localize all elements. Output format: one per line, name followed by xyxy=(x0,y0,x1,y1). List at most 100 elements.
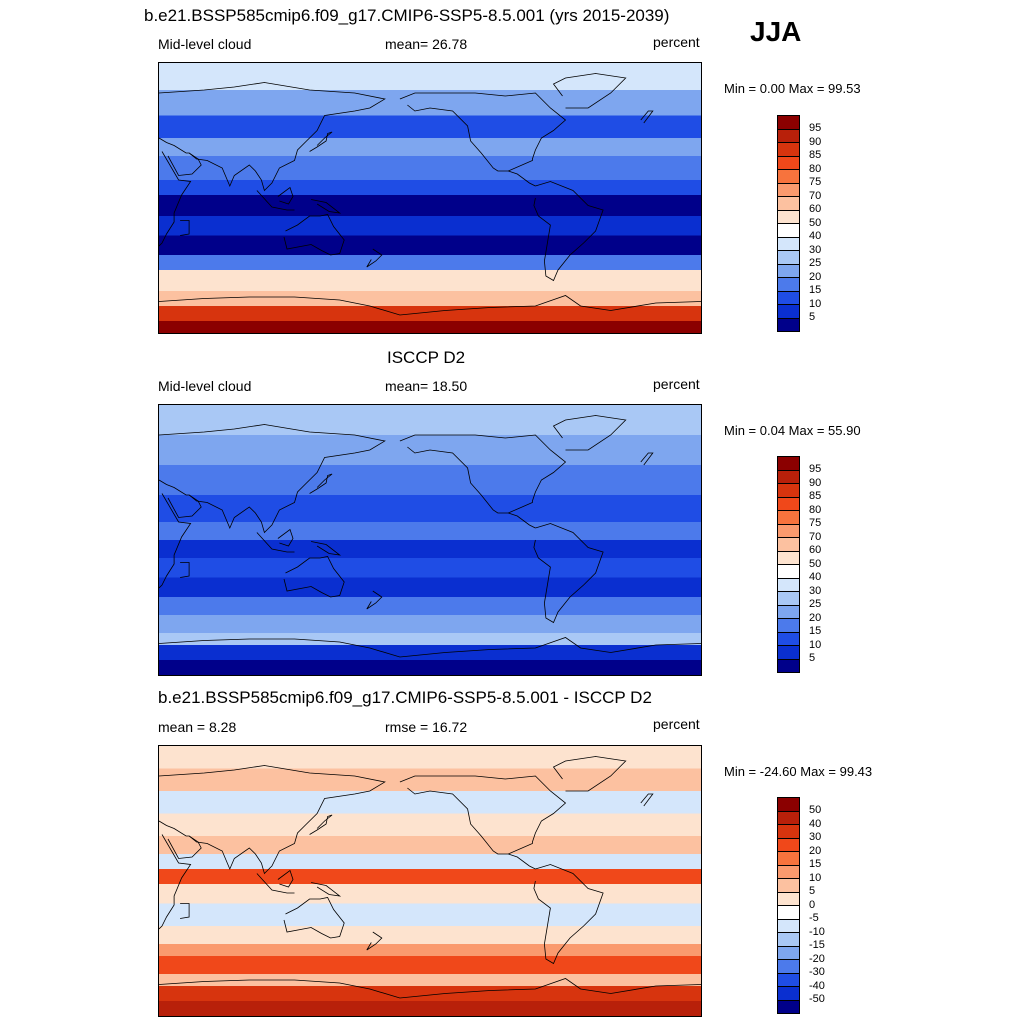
coastline xyxy=(508,512,536,529)
map-field-band xyxy=(159,660,701,675)
map-field-band xyxy=(159,633,701,646)
colorbar-swatch xyxy=(777,510,800,525)
colorbar-tick-label: 25 xyxy=(809,598,822,610)
panel-2-map xyxy=(158,404,702,676)
map-field-band xyxy=(159,156,701,181)
colorbar-tick-label: 80 xyxy=(809,503,822,516)
panel-2-title: ISCCP D2 xyxy=(387,348,466,367)
map-field-band xyxy=(159,115,701,139)
coastline xyxy=(159,637,701,658)
colorbar-swatch xyxy=(777,864,800,879)
coastline xyxy=(366,931,383,951)
coastline xyxy=(256,190,295,211)
map-field-band xyxy=(159,903,701,927)
coastline xyxy=(159,82,386,192)
season-label: JJA xyxy=(750,16,802,47)
map-field-band xyxy=(159,577,701,598)
coastline xyxy=(159,765,386,875)
coastline xyxy=(159,424,386,534)
colorbar-tick-label: 15 xyxy=(809,625,822,637)
colorbar-swatch xyxy=(777,209,800,224)
coastline xyxy=(180,562,190,578)
panel-2-colorbar: 95 90 85 80 75 70 60 50 40 30 25 20 15 10 5 xyxy=(777,456,821,673)
map-field-band xyxy=(159,1001,701,1016)
coastline xyxy=(552,73,627,109)
colorbar-swatch xyxy=(777,891,800,906)
map-field-band xyxy=(159,986,701,1002)
colorbar-swatch xyxy=(777,972,800,987)
coastline xyxy=(283,897,345,939)
map-field-band xyxy=(159,944,701,957)
colorbar-swatch xyxy=(777,932,800,947)
map-field-band xyxy=(159,597,701,616)
colorbar-swatch xyxy=(777,155,800,170)
panel-3-minmax: Min = -24.60 Max = 99.43 xyxy=(724,764,873,779)
coastline xyxy=(283,214,345,256)
colorbar-tick-label: 95 xyxy=(809,122,822,134)
coastline xyxy=(277,528,294,547)
colorbar-swatch xyxy=(777,986,800,1001)
coastline xyxy=(399,92,567,172)
map-field-band xyxy=(159,791,701,815)
colorbar-swatch xyxy=(777,878,800,893)
colorbar-swatch xyxy=(777,618,800,633)
colorbar-tick-label: -15 xyxy=(809,939,825,951)
map-field-band xyxy=(159,540,701,559)
map-field-band xyxy=(159,405,701,436)
map-field-band xyxy=(159,974,701,987)
colorbar-swatch xyxy=(777,223,800,238)
map-field-band xyxy=(159,255,701,271)
coastline xyxy=(167,835,202,859)
colorbar-swatch xyxy=(777,645,800,660)
colorbar-tick-label: 25 xyxy=(809,257,822,269)
colorbar-tick-label: 50 xyxy=(809,557,822,570)
colorbar-tick-label: 15 xyxy=(809,858,822,870)
colorbar-swatch xyxy=(777,182,800,197)
colorbar-tick-label: 95 xyxy=(809,463,822,475)
coastline xyxy=(256,532,295,553)
colorbar-tick-label: 70 xyxy=(809,530,822,543)
map-field-band xyxy=(159,813,701,837)
map-field-band xyxy=(159,195,701,217)
colorbar-swatch xyxy=(777,263,800,278)
colorbar-tick-label: 5 xyxy=(809,652,816,664)
colorbar-tick-label: 5 xyxy=(809,885,816,897)
coastline xyxy=(533,523,604,624)
colorbar-tick-label: 80 xyxy=(809,162,822,175)
coastline xyxy=(167,152,202,176)
colorbar-swatch xyxy=(777,128,800,143)
colorbar-swatch xyxy=(777,999,800,1014)
map-field-band xyxy=(159,270,701,292)
colorbar-swatch xyxy=(777,604,800,619)
colorbar-swatch xyxy=(777,537,800,552)
coastline xyxy=(552,756,627,792)
panel-3-units-label: percent xyxy=(653,716,700,732)
colorbar-tick-label: -20 xyxy=(809,952,825,965)
coastline xyxy=(277,869,294,888)
panel-2-minmax: Min = 0.04 Max = 55.90 xyxy=(724,423,861,438)
coastline xyxy=(309,473,333,494)
colorbar-swatch xyxy=(777,837,800,852)
colorbar-swatch xyxy=(777,304,800,319)
colorbar-tick-label: 20 xyxy=(809,270,822,283)
colorbar-tick-label: -10 xyxy=(809,925,825,938)
coastline xyxy=(366,248,383,268)
map-field-band xyxy=(159,615,701,634)
colorbar-tick-label: 30 xyxy=(809,243,822,256)
panel-1-units-label: percent xyxy=(653,34,700,50)
map-field-band xyxy=(159,321,701,333)
panel-3-rmse-label: rmse = 16.72 xyxy=(385,719,468,735)
panel-3-title: b.e21.BSSP585cmip6.f09_g17.CMIP6-SSP5-8.… xyxy=(158,688,652,707)
colorbar-tick-label: -30 xyxy=(809,966,825,978)
map-field-band xyxy=(159,435,701,466)
coastline xyxy=(533,181,604,282)
map-field-band xyxy=(159,235,701,256)
colorbar-swatch xyxy=(777,905,800,920)
map-field-band xyxy=(159,836,701,855)
colorbar-swatch xyxy=(777,945,800,960)
colorbar-swatch xyxy=(777,824,800,839)
colorbar-swatch xyxy=(777,797,800,812)
coastline xyxy=(167,494,202,518)
map-field-band xyxy=(159,63,701,91)
colorbar-swatch xyxy=(777,591,800,606)
